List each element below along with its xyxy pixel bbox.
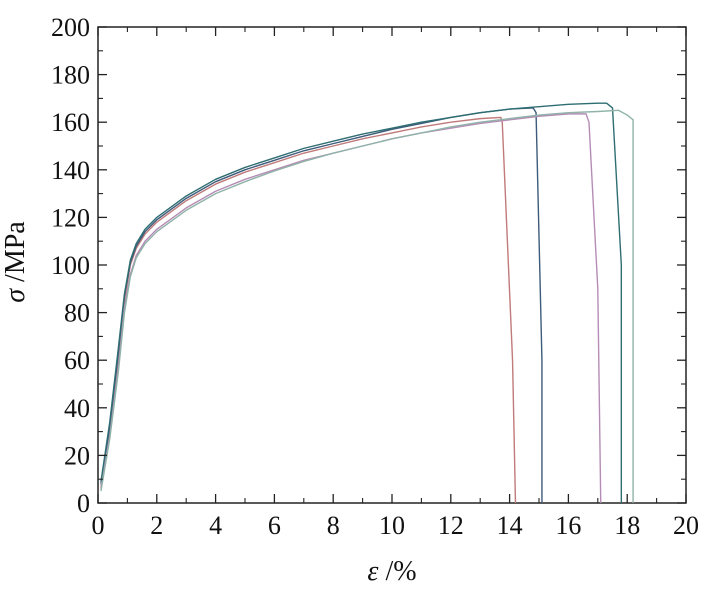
plot-frame [97,26,687,504]
x-axis-symbol: ε [367,556,378,587]
x-tick-label: 16 [555,511,581,540]
y-tick-label: 180 [51,61,90,90]
x-axis-unit: /% [378,556,416,587]
y-axis-symbol: σ [0,288,31,303]
y-tick-label: 120 [51,203,90,232]
x-tick-label: 18 [614,511,640,540]
x-tick-label: 0 [92,511,105,540]
series-line-1 [100,116,517,504]
y-axis-title: σ /MPa [0,221,31,303]
x-axis-title: ε /% [367,556,416,587]
x-tick-label: 6 [268,511,281,540]
y-tick-label: 80 [64,299,90,328]
series-line-2 [100,107,543,503]
axes [97,26,687,504]
series-line-5 [100,109,634,503]
y-tick-label: 40 [64,394,90,423]
y-tick-label: 0 [77,489,90,518]
x-tick-label: 10 [379,511,405,540]
y-tick-label: 100 [51,251,90,280]
x-tick-label: 14 [497,511,523,540]
y-tick-label: 200 [51,13,90,42]
x-tick-label: 2 [150,511,163,540]
series-line-4 [100,102,623,503]
series-layer [100,102,634,504]
y-tick-label: 60 [64,346,90,375]
series-line-3 [100,113,602,504]
x-tick-label: 12 [438,511,464,540]
x-tick-label: 8 [327,511,340,540]
tick-layer: 0 2 4 6 8 10 12 14 16 18 2002040608010012014016018… [51,13,699,540]
x-tick-label: 20 [673,511,699,540]
x-tick-label: 4 [209,511,222,540]
y-tick-label: 140 [51,156,90,185]
y-tick-label: 20 [64,441,90,470]
y-axis-unit: /MPa [0,221,31,289]
y-tick-label: 160 [51,108,90,137]
